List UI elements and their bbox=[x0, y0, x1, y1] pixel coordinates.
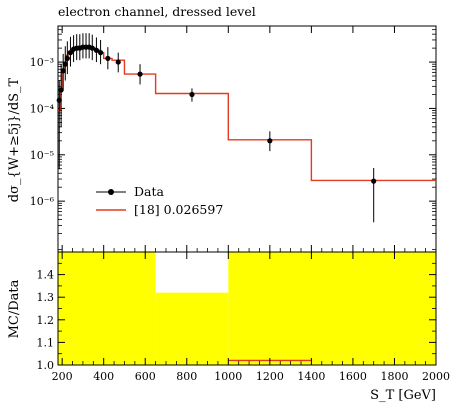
data-points bbox=[56, 33, 377, 223]
data-point-14 bbox=[97, 50, 104, 56]
ratio-y-tick-label-0: 1.0 bbox=[37, 359, 55, 372]
data-point-5 bbox=[67, 50, 74, 56]
data-point-19 bbox=[267, 138, 273, 144]
data-point-13 bbox=[93, 47, 100, 53]
ratio-y-tick-label-3: 1.3 bbox=[37, 291, 55, 304]
ratio-x-tick-label-7: 1600 bbox=[339, 370, 367, 383]
data-point-4 bbox=[64, 55, 70, 62]
prediction-line bbox=[58, 45, 436, 182]
ratio-bands bbox=[58, 252, 436, 365]
data-point-15 bbox=[105, 55, 111, 62]
ratio-y-tick-label-4: 1.4 bbox=[37, 269, 55, 282]
main-y-tick-label-3: 10⁻⁶ bbox=[30, 195, 55, 208]
data-point-3 bbox=[62, 61, 68, 67]
ratio-x-tick-label-5: 1200 bbox=[256, 370, 284, 383]
main-y-label-text: dσ_{W+≥5j}/dS_T bbox=[7, 77, 22, 202]
ratio-y-ticks: 1.0 1.1 1.2 1.3 1.4 bbox=[37, 262, 436, 372]
main-y-tick-label-0: 10⁻³ bbox=[30, 56, 54, 69]
legend-data-label: Data bbox=[134, 184, 164, 199]
data-point-12 bbox=[89, 45, 95, 51]
main-y-ticks: 10⁻³ 10⁻⁴ 10⁻⁵ 10⁻⁶ bbox=[30, 56, 436, 208]
ratio-panel: 1.0 1.1 1.2 1.3 1.4 200 400 600 800 1000 1200 1400… bbox=[7, 248, 450, 403]
data-point-18 bbox=[189, 91, 195, 98]
main-y-tick-label-2: 10⁻⁵ bbox=[30, 149, 54, 162]
ratio-x-tick-label-8: 1800 bbox=[380, 370, 408, 383]
ratio-band-0 bbox=[58, 252, 156, 365]
ratio-x-tick-label-4: 1000 bbox=[214, 370, 242, 383]
ratio-y-label: MC/Data bbox=[7, 279, 22, 338]
data-point-0 bbox=[56, 97, 62, 103]
ratio-band-1 bbox=[155, 292, 229, 365]
ratio-x-tick-label-3: 800 bbox=[176, 370, 197, 383]
legend-mc-label: [18] 0.026597 bbox=[134, 202, 223, 217]
data-point-17 bbox=[137, 71, 143, 77]
ratio-x-tick-label-9: 2000 bbox=[422, 370, 450, 383]
ratio-x-tick-label-2: 600 bbox=[135, 370, 156, 383]
data-point-20 bbox=[371, 178, 377, 184]
ratio-x-tick-label-6: 1400 bbox=[297, 370, 325, 383]
ratio-x-tick-label-0: 200 bbox=[52, 370, 73, 383]
data-point-1 bbox=[58, 87, 64, 93]
data-point-16 bbox=[115, 59, 121, 65]
main-panel: 10⁻³ 10⁻⁴ 10⁻⁵ 10⁻⁶ dσ_{W+≥5j}/dS_T Data [1… bbox=[7, 25, 437, 253]
ratio-y-tick-label-2: 1.2 bbox=[37, 314, 55, 327]
legend: Data [18] 0.026597 bbox=[96, 184, 223, 217]
ratio-y-tick-label-1: 1.1 bbox=[37, 336, 55, 349]
main-y-tick-label-1: 10⁻⁴ bbox=[30, 102, 55, 115]
ratio-band-2 bbox=[228, 252, 436, 365]
chart-title: electron channel, dressed level bbox=[58, 4, 256, 19]
ratio-x-ticks: 200 400 600 800 1000 1200 1400 1600 1800 2000 bbox=[52, 248, 450, 383]
x-axis-label: S_T [GeV] bbox=[370, 388, 436, 403]
data-point-2 bbox=[60, 68, 66, 74]
prediction-histogram bbox=[58, 45, 436, 182]
ratio-x-tick-label-1: 400 bbox=[93, 370, 114, 383]
main-y-label: dσ_{W+≥5j}/dS_T bbox=[7, 77, 22, 202]
legend-data-marker bbox=[108, 189, 114, 195]
